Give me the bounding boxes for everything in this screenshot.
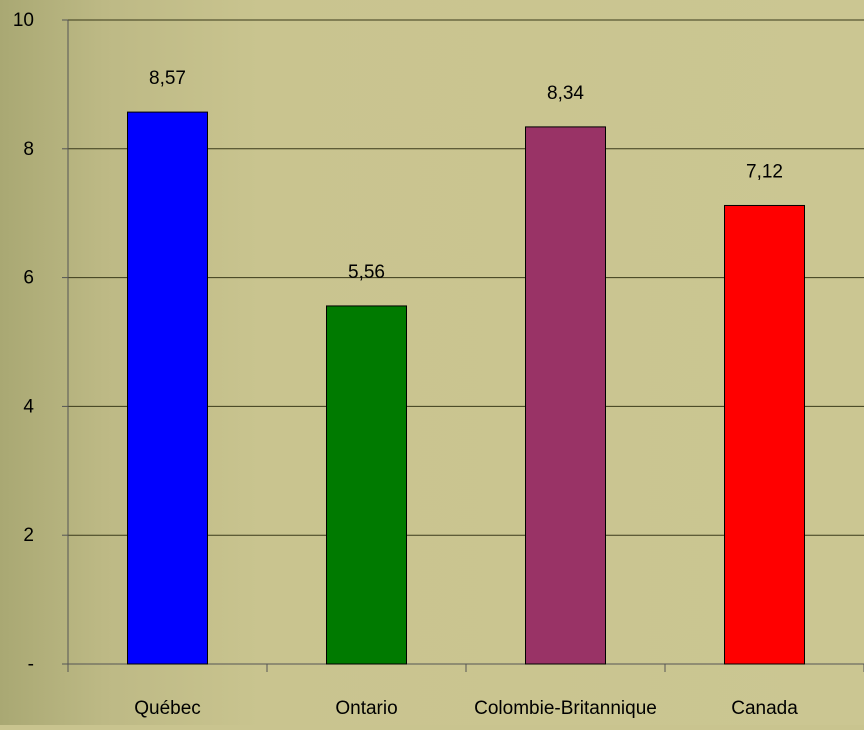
bars (127, 111, 805, 665)
data-label: 7,12 (746, 161, 783, 182)
bar-colombie-britannique (525, 126, 606, 665)
bar-ontario (326, 305, 407, 665)
y-tick-label: 2 (23, 525, 34, 546)
data-label: 5,56 (348, 262, 385, 283)
labels: - 2 4 6 8 10 8,57 Québec 5,56 Ontario 8,34 Colombie… (13, 10, 798, 719)
bar-qu-bec (127, 111, 208, 665)
y-tick-label: 4 (23, 396, 34, 417)
y-tick-label: - (28, 654, 34, 675)
y-tick-label: 8 (23, 139, 34, 160)
x-tick-label: Canada (731, 698, 798, 719)
data-label: 8,34 (547, 83, 584, 104)
x-tick-label: Ontario (335, 698, 397, 719)
x-tick-label: Québec (134, 698, 201, 719)
data-label: 8,57 (149, 68, 186, 89)
y-tick-label: 10 (13, 10, 34, 31)
bar-canada (724, 204, 805, 665)
y-tick-label: 6 (23, 268, 34, 289)
x-tick-label: Colombie-Britannique (474, 698, 657, 719)
